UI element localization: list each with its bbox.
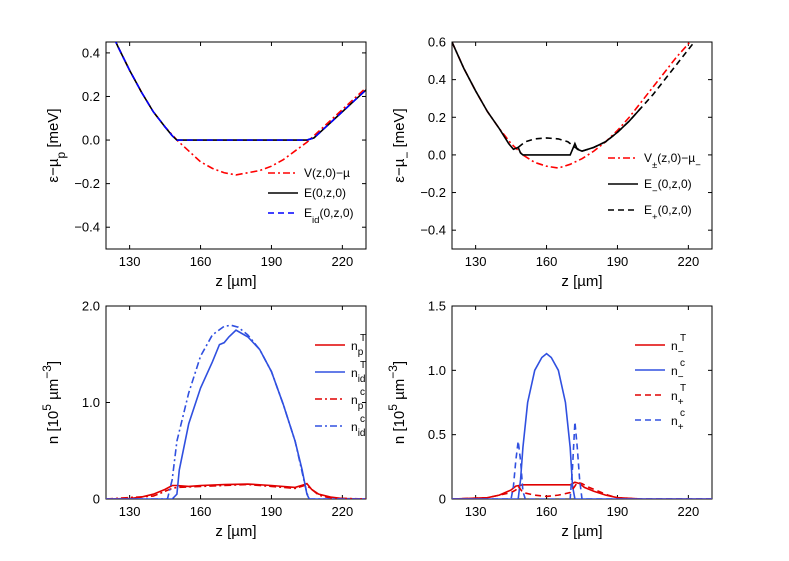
panel-bottom-left: 130 160 190 220 0 1.0 2.0 z [µm] n [105 µm−3] npT… (40, 299, 367, 540)
y-tick-label-0: 0.0 (428, 147, 446, 162)
x-tick-label-130: 130 (465, 504, 487, 519)
y-tick-label-m0_2: −0.2 (420, 185, 446, 200)
legend-label-1: E−(0,z,0) (644, 177, 692, 197)
legend-label-0: V±(z,0)−µ− (644, 151, 701, 171)
plot-frame (451, 41, 713, 250)
x-tick-label-190: 190 (261, 504, 283, 519)
x-tick-label-190: 190 (607, 504, 629, 519)
y-axis-label: ε−µp [meV] (45, 108, 68, 182)
panel-bottom-right: 130 160 190 220 0 0.5 1.0 1.5 z [µm] n [105 µm−3]… (386, 299, 713, 540)
y-tick-label-m0_2: −0.2 (74, 176, 100, 191)
legend-label-0: npT (351, 333, 366, 358)
y-tick-label-1: 1.0 (82, 395, 100, 410)
x-tick-label-220: 220 (332, 504, 354, 519)
legend-label-2: E+(0,z,0) (644, 203, 692, 223)
y-axis-label: n [105 µm−3] (40, 361, 62, 444)
legend-label-2: Eid(0,z,0) (304, 206, 354, 226)
x-tick-label-130: 130 (465, 254, 487, 269)
y-tick-label-0: 0.0 (82, 133, 100, 148)
x-tick-label-220: 220 (678, 254, 700, 269)
y-tick-label-m0_4: −0.4 (74, 220, 100, 235)
legend-label-3: n+c (671, 408, 685, 433)
y-tick-label-0: 0 (93, 492, 100, 507)
y-tick-label-0_2: 0.2 (82, 89, 100, 104)
legend-label-0: n−T (671, 333, 686, 358)
series-line-tr-2 (517, 42, 696, 153)
y-tick-label-2: 2.0 (82, 299, 100, 314)
x-tick-label-160: 160 (190, 504, 212, 519)
series-line-tl-1 (114, 42, 366, 141)
x-axis-label: z [µm] (215, 523, 256, 540)
y-tick-label-0_4: 0.4 (82, 45, 100, 60)
y-tick-label-1: 1.0 (428, 363, 446, 378)
panel-top-left: 130 160 190 220 −0.4 −0.2 0.0 0.2 0.4 z [µm] ε−µp … (45, 41, 367, 290)
x-tick-label-190: 190 (607, 254, 629, 269)
series-line-br-3 (452, 421, 712, 499)
legend-label-2: npc (351, 387, 365, 412)
x-axis-label: z [µm] (215, 273, 256, 290)
y-tick-label-1_5: 1.5 (428, 299, 446, 314)
series-line-bl-3 (106, 324, 366, 499)
y-tick-label-0_5: 0.5 (428, 427, 446, 442)
x-tick-label-130: 130 (119, 504, 141, 519)
y-tick-label-m0_4: −0.4 (420, 223, 446, 238)
plot-frame (105, 41, 367, 250)
legend-label-1: nidT (351, 360, 366, 385)
legend-label-2: n+T (671, 383, 686, 408)
plot-frame (105, 305, 367, 500)
legend-label-0: V(z,0)−µ (304, 166, 350, 180)
x-tick-label-220: 220 (332, 254, 354, 269)
x-tick-label-160: 160 (190, 254, 212, 269)
panel-top-right: 130 160 190 220 −0.4 −0.2 0.0 0.2 0.4 0.6 z [µm] ε−… (391, 35, 713, 290)
x-tick-label-220: 220 (678, 504, 700, 519)
y-tick-label-0_4: 0.4 (428, 72, 446, 87)
series-line-tl-2 (114, 42, 366, 141)
legend-label-1: E(0,z,0) (304, 186, 346, 200)
x-tick-label-160: 160 (536, 504, 558, 519)
y-tick-label-0_6: 0.6 (428, 35, 446, 50)
x-tick-label-130: 130 (119, 254, 141, 269)
x-axis-label: z [µm] (561, 523, 602, 540)
y-tick-label-0_2: 0.2 (428, 110, 446, 125)
y-axis-label: ε−µ− [meV] (391, 108, 414, 182)
x-axis-label: z [µm] (561, 273, 602, 290)
legend-label-3: nidc (351, 414, 365, 439)
y-tick-label-0: 0 (439, 492, 446, 507)
series-line-tr-0 (452, 42, 691, 169)
x-tick-label-160: 160 (536, 254, 558, 269)
legend-label-1: n−c (671, 358, 685, 383)
series-line-bl-2 (106, 483, 366, 499)
x-tick-label-190: 190 (261, 254, 283, 269)
y-axis-label: n [105 µm−3] (386, 361, 408, 444)
series-line-bl-1 (106, 329, 366, 499)
